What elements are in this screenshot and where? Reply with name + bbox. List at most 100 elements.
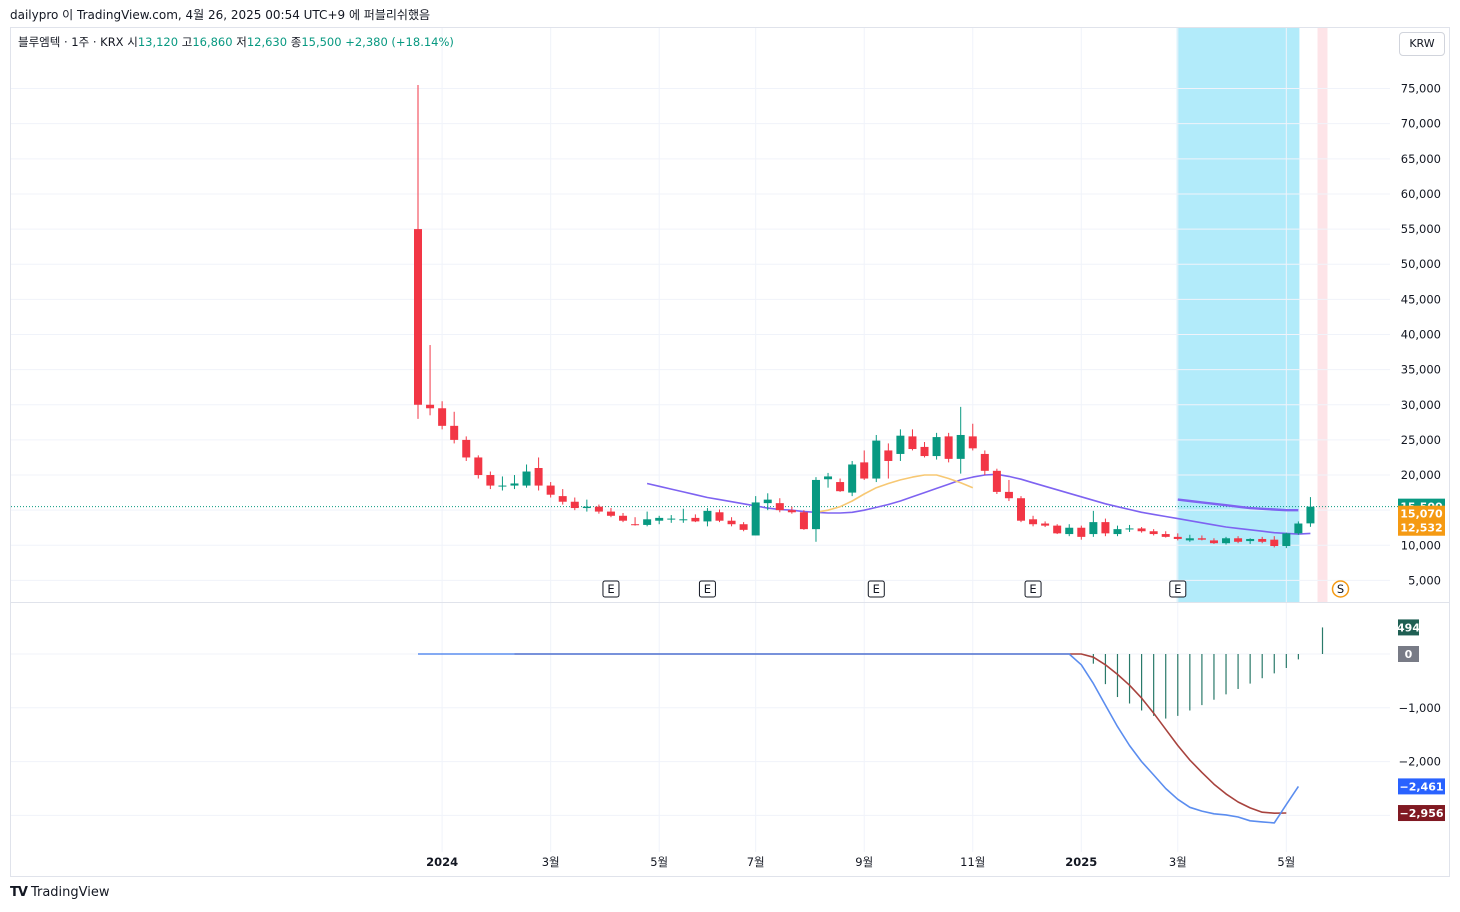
osc-badge-label: 494	[1397, 621, 1420, 634]
candle-body[interactable]	[775, 503, 784, 511]
candle-body[interactable]	[1125, 528, 1134, 530]
price-axis-tick: 20,000	[1401, 468, 1441, 482]
price-axis-tick: 50,000	[1401, 257, 1441, 271]
tradingview-logo[interactable]: TV TradingView	[10, 885, 109, 900]
candle-body[interactable]	[799, 512, 808, 530]
currency-selector[interactable]: KRW	[1399, 32, 1445, 56]
tradingview-logo-text: TradingView	[30, 885, 110, 900]
earnings-marker-label: E	[873, 582, 880, 596]
candle-body[interactable]	[811, 479, 820, 530]
candle-body[interactable]	[1149, 531, 1158, 535]
candle-body[interactable]	[1101, 522, 1110, 534]
candle-body[interactable]	[655, 517, 664, 521]
candle-body[interactable]	[1173, 536, 1182, 539]
candle-body[interactable]	[1089, 522, 1098, 535]
candle-body[interactable]	[1065, 527, 1074, 535]
candle-body[interactable]	[1197, 538, 1206, 540]
candle-body[interactable]	[691, 517, 700, 522]
price-axis-tick: 55,000	[1401, 222, 1441, 236]
candle-body[interactable]	[932, 437, 941, 457]
candle-body[interactable]	[546, 485, 555, 495]
price-axis-tick: 35,000	[1401, 363, 1441, 377]
candle-body[interactable]	[534, 468, 543, 486]
candle-body[interactable]	[824, 476, 833, 480]
candle-body[interactable]	[631, 524, 640, 526]
earnings-marker[interactable]	[1024, 580, 1042, 598]
candle-body[interactable]	[727, 520, 736, 525]
candle-body[interactable]	[1234, 538, 1243, 542]
candle-body[interactable]	[920, 446, 929, 457]
candle-body[interactable]	[1004, 491, 1013, 499]
candle-body[interactable]	[848, 464, 857, 493]
osc-badge	[1398, 778, 1445, 795]
macd-line	[418, 653, 1300, 824]
earnings-marker[interactable]	[867, 580, 885, 598]
candle-body[interactable]	[1077, 527, 1086, 537]
earnings-marker[interactable]	[1169, 580, 1187, 598]
candle-body[interactable]	[992, 470, 1001, 492]
candle-body[interactable]	[1137, 528, 1146, 532]
candle-body[interactable]	[751, 502, 760, 536]
candle-body[interactable]	[944, 436, 953, 459]
candle-body[interactable]	[763, 499, 772, 504]
candle-body[interactable]	[1282, 533, 1291, 547]
candle-body[interactable]	[896, 435, 905, 454]
candle-body[interactable]	[860, 462, 869, 479]
candle-body[interactable]	[1209, 540, 1218, 544]
time-axis-tick: 11월	[960, 855, 985, 869]
earnings-marker[interactable]	[602, 580, 620, 598]
candle-body[interactable]	[570, 501, 579, 509]
candle-body[interactable]	[1029, 519, 1038, 525]
candle-body[interactable]	[594, 506, 603, 512]
candle-body[interactable]	[619, 515, 628, 521]
candle-body[interactable]	[956, 434, 965, 459]
candle-body[interactable]	[1041, 523, 1050, 526]
candle-body[interactable]	[1017, 498, 1025, 521]
legend-symbol[interactable]: 블루엠텍 · 1주 · KRX	[18, 35, 124, 49]
legend-low-label: 저	[236, 35, 247, 49]
candle-body[interactable]	[679, 519, 688, 521]
candle-body[interactable]	[486, 475, 495, 486]
candle-body[interactable]	[836, 482, 845, 492]
candle-body[interactable]	[1222, 538, 1231, 544]
candle-body[interactable]	[872, 440, 881, 479]
candle-body[interactable]	[1246, 538, 1255, 542]
candle-body[interactable]	[522, 471, 531, 486]
candle-body[interactable]	[739, 524, 748, 530]
candle-body[interactable]	[1270, 539, 1279, 547]
candle-body[interactable]	[667, 518, 676, 520]
candle-body[interactable]	[450, 425, 459, 440]
candle-body[interactable]	[438, 408, 447, 426]
candle-body[interactable]	[884, 450, 893, 461]
candle-body[interactable]	[474, 457, 483, 476]
candle-body[interactable]	[703, 510, 712, 522]
time-axis-tick: 7월	[747, 855, 765, 869]
candle-body[interactable]	[414, 229, 422, 405]
candle-body[interactable]	[1053, 525, 1062, 534]
split-marker[interactable]	[1331, 580, 1350, 598]
time-axis-tick: 2025	[1065, 855, 1097, 869]
signal-line	[514, 653, 1287, 815]
candle-body[interactable]	[1306, 506, 1315, 524]
candle-body[interactable]	[643, 519, 652, 525]
candle-body[interactable]	[462, 439, 471, 458]
candle-body[interactable]	[715, 512, 724, 521]
candle-body[interactable]	[498, 485, 507, 487]
candle-body[interactable]	[980, 453, 989, 471]
candle-body[interactable]	[1258, 538, 1267, 542]
candle-body[interactable]	[510, 483, 519, 486]
earnings-marker[interactable]	[698, 580, 716, 598]
candle-body[interactable]	[1113, 529, 1122, 535]
candle-body[interactable]	[558, 496, 567, 502]
candle-body[interactable]	[787, 510, 796, 513]
candle-body[interactable]	[968, 436, 977, 449]
osc-badge-label: −2,956	[1399, 807, 1443, 820]
candle-body[interactable]	[1294, 523, 1303, 534]
candle-body[interactable]	[606, 511, 615, 516]
candle-body[interactable]	[582, 506, 591, 509]
candle-body[interactable]	[1185, 538, 1194, 541]
candle-body[interactable]	[426, 404, 435, 409]
candle-body[interactable]	[1161, 534, 1170, 537]
candle-body[interactable]	[908, 436, 917, 450]
